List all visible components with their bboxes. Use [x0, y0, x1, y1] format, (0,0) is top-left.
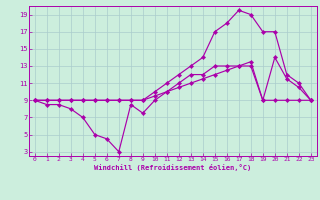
X-axis label: Windchill (Refroidissement éolien,°C): Windchill (Refroidissement éolien,°C): [94, 164, 252, 171]
